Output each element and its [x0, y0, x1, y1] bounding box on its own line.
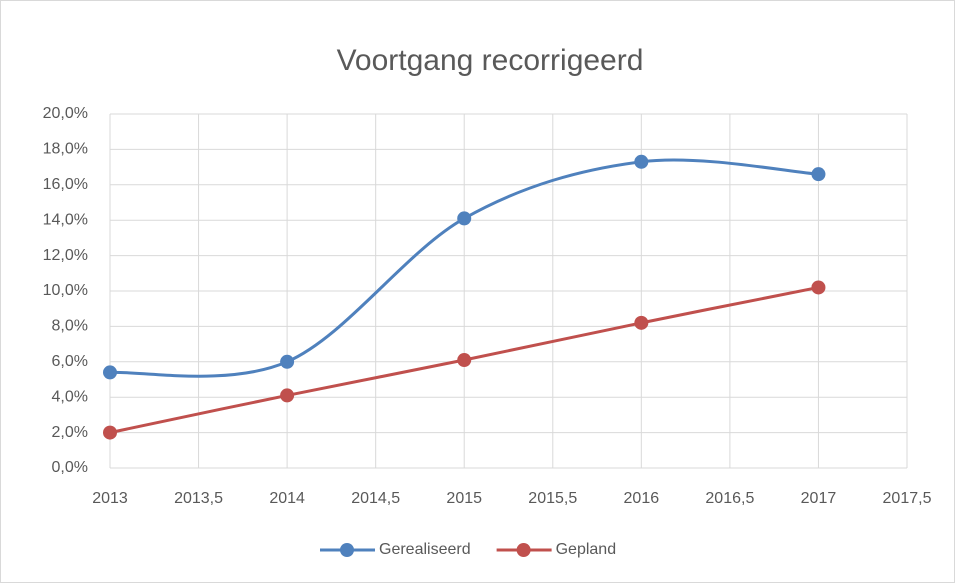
y-tick-label: 14,0% — [43, 211, 88, 228]
y-tick-label: 6,0% — [52, 353, 88, 370]
y-tick-label: 10,0% — [43, 282, 88, 299]
x-tick-label: 2013 — [92, 490, 128, 507]
y-tick-label: 2,0% — [52, 424, 88, 441]
legend-marker — [516, 543, 531, 557]
x-tick-label: 2016,5 — [705, 490, 754, 507]
y-tick-label: 8,0% — [52, 318, 88, 335]
legend-marker — [340, 543, 354, 557]
data-point — [811, 280, 826, 295]
legend-label: Gerealiseerd — [379, 541, 471, 558]
data-point — [280, 354, 295, 369]
chart-title: Voortgang recorrigeerd — [337, 44, 644, 77]
data-point — [103, 365, 117, 380]
y-tick-label: 16,0% — [43, 176, 88, 193]
data-point — [280, 388, 295, 403]
x-tick-label: 2014,5 — [351, 490, 400, 507]
y-tick-label: 4,0% — [52, 388, 88, 405]
legend-label: Gepland — [556, 541, 617, 558]
data-point — [634, 154, 649, 169]
data-point — [457, 211, 472, 226]
x-tick-label: 2017,5 — [883, 490, 932, 507]
x-tick-label: 2015,5 — [528, 490, 577, 507]
x-tick-label: 2013,5 — [174, 490, 223, 507]
x-tick-label: 2016 — [624, 490, 660, 507]
data-point — [103, 425, 117, 440]
y-tick-label: 18,0% — [43, 141, 88, 158]
data-point — [457, 353, 472, 368]
y-tick-label: 20,0% — [43, 105, 88, 122]
x-tick-label: 2017 — [801, 490, 837, 507]
data-point — [811, 167, 826, 182]
x-tick-label: 2015 — [446, 490, 482, 507]
y-tick-label: 12,0% — [43, 247, 88, 264]
x-tick-label: 2014 — [269, 490, 305, 507]
y-tick-label: 0,0% — [52, 459, 88, 476]
data-point — [634, 315, 649, 330]
